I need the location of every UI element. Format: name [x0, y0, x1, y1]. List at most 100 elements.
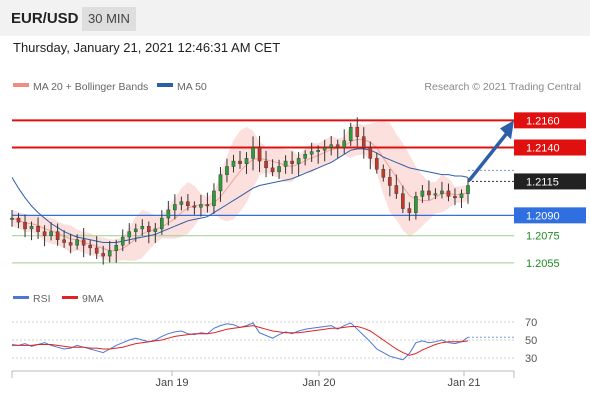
candle-body	[375, 158, 379, 170]
credit-text: Research © 2021 Trading Central	[424, 81, 581, 93]
candle-body	[101, 253, 105, 257]
candle-body	[283, 160, 288, 167]
candle-body	[277, 166, 281, 173]
candle-body	[381, 169, 386, 178]
candle-body	[205, 204, 210, 207]
candle-body	[68, 242, 73, 246]
ma20-legend-label: MA 20 + Bollinger Bands	[33, 81, 148, 93]
candle-body	[348, 126, 353, 141]
candle-body	[140, 226, 145, 230]
x-axis: Jan 19 Jan 20 Jan 21	[11, 370, 515, 389]
candle-body	[114, 245, 119, 251]
rsi-tick-label: 30	[525, 353, 537, 365]
candle-body	[42, 231, 47, 236]
current-price-tag	[514, 173, 586, 190]
candle-body	[192, 205, 197, 208]
candle-body	[270, 167, 275, 173]
candle-body	[29, 226, 34, 230]
candle-body	[394, 185, 399, 194]
candle-body	[440, 190, 444, 194]
rsi-ma-legend-label: 9MA	[82, 293, 104, 305]
candle-body	[368, 147, 373, 159]
candle-body	[107, 250, 112, 257]
candle-body	[186, 201, 190, 207]
ma20-legend-swatch	[13, 83, 29, 87]
candle-body	[10, 217, 14, 220]
candle-body	[433, 193, 438, 196]
ma50-path	[11, 148, 469, 243]
candle-body	[459, 193, 464, 198]
candle-body	[257, 147, 262, 162]
projection-head	[500, 120, 514, 140]
candle-body	[453, 196, 457, 199]
timeframe-badge[interactable]: 30 MIN	[82, 7, 136, 31]
pivot-label: 1.2090	[526, 210, 560, 222]
candle-body	[160, 217, 164, 230]
candle-body	[238, 160, 242, 164]
candle-body	[146, 226, 151, 232]
x-tick-label: Jan 21	[447, 377, 480, 389]
candle-body	[296, 158, 301, 164]
candle-body	[81, 239, 86, 246]
candle-body	[355, 126, 360, 137]
bollinger-band-area	[12, 121, 468, 262]
current-price-label: 1.2115	[526, 176, 559, 188]
rsi-ma-legend-swatch	[62, 296, 78, 299]
candle-body	[401, 193, 405, 209]
candle-body	[316, 150, 320, 152]
rsi-panel: 70 50 30	[11, 317, 537, 365]
resistance-tag	[514, 139, 586, 156]
candle-body	[16, 217, 21, 223]
candle-body	[88, 245, 92, 249]
candle-body	[407, 208, 412, 213]
candle-body	[212, 190, 216, 207]
rsi-tick-label: 70	[525, 317, 537, 329]
candle-body	[414, 196, 418, 213]
candle-body	[173, 204, 177, 211]
candle-body	[329, 144, 334, 148]
candle-body	[120, 236, 125, 246]
candle-body	[466, 185, 470, 194]
candle-body	[290, 160, 294, 164]
ma50-legend-swatch	[157, 83, 173, 87]
candle-body	[62, 239, 66, 243]
ma50-line	[11, 148, 469, 243]
candle-body	[36, 226, 40, 232]
candle-body	[55, 231, 60, 240]
projection-shaft	[468, 132, 508, 182]
candle-body	[309, 151, 314, 155]
candle-body	[231, 160, 236, 167]
rsi-legend-swatch	[13, 296, 29, 299]
rsi-line	[11, 322, 469, 361]
support-label: 1.2075	[526, 231, 560, 243]
candle-body	[133, 228, 138, 232]
candle-body	[361, 136, 366, 148]
candle-body	[94, 247, 99, 254]
candle-body	[75, 239, 79, 246]
candle-body	[420, 190, 425, 197]
candle-body	[427, 190, 431, 196]
candle-body	[153, 228, 158, 232]
candle-body	[23, 221, 27, 230]
projection-arrow	[468, 120, 514, 182]
ma20-line	[11, 138, 469, 252]
candle-body	[251, 147, 255, 159]
x-tick-label: Jan 19	[155, 377, 188, 389]
candle-body	[199, 204, 203, 208]
title-bar: EUR/USD 30 MIN	[0, 0, 590, 36]
candle-body	[179, 201, 184, 205]
x-tick-label: Jan 20	[302, 377, 335, 389]
support-label: 1.2055	[526, 258, 560, 270]
resistance-tag	[514, 112, 586, 129]
candle-body	[127, 231, 132, 238]
candle-body	[342, 140, 347, 148]
candles	[10, 117, 470, 265]
candle-body	[49, 231, 53, 236]
bollinger-bands	[11, 121, 469, 262]
symbol-label: EUR/USD	[11, 10, 79, 27]
rsi-tick-label: 50	[525, 335, 537, 347]
pivot-tag	[514, 207, 586, 224]
candle-body	[218, 174, 223, 192]
rsi-ma-line	[12, 325, 469, 356]
